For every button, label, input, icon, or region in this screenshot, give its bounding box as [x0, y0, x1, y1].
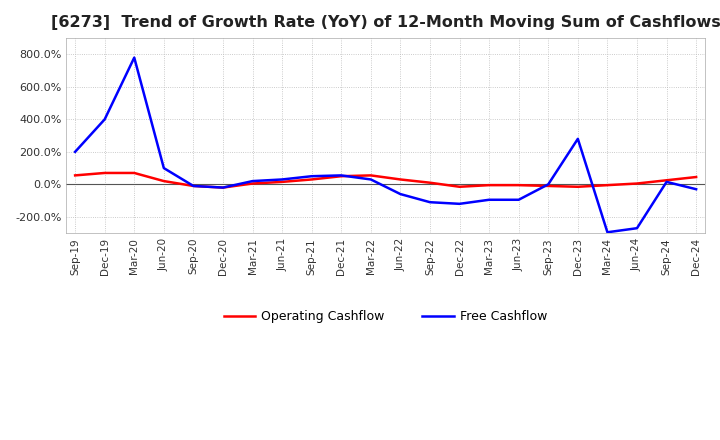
Operating Cashflow	[426, 180, 434, 185]
Free Cashflow	[100, 117, 109, 122]
Operating Cashflow	[455, 184, 464, 189]
Title: [6273]  Trend of Growth Rate (YoY) of 12-Month Moving Sum of Cashflows: [6273] Trend of Growth Rate (YoY) of 12-…	[50, 15, 720, 30]
Free Cashflow	[514, 197, 523, 202]
Free Cashflow	[189, 183, 198, 189]
Line: Operating Cashflow: Operating Cashflow	[75, 173, 696, 187]
Operating Cashflow	[514, 183, 523, 188]
Free Cashflow	[485, 197, 493, 202]
Free Cashflow	[692, 187, 701, 192]
Free Cashflow	[603, 230, 612, 235]
Operating Cashflow	[307, 177, 316, 182]
Free Cashflow	[307, 173, 316, 179]
Free Cashflow	[426, 200, 434, 205]
Operating Cashflow	[396, 177, 405, 182]
Operating Cashflow	[278, 179, 287, 184]
Operating Cashflow	[337, 173, 346, 179]
Operating Cashflow	[485, 183, 493, 188]
Free Cashflow	[71, 149, 79, 154]
Operating Cashflow	[189, 183, 198, 189]
Free Cashflow	[366, 177, 375, 182]
Free Cashflow	[662, 179, 671, 184]
Free Cashflow	[278, 177, 287, 182]
Free Cashflow	[337, 173, 346, 178]
Free Cashflow	[633, 226, 642, 231]
Free Cashflow	[130, 55, 138, 60]
Free Cashflow	[160, 165, 168, 171]
Operating Cashflow	[100, 170, 109, 176]
Free Cashflow	[455, 201, 464, 206]
Free Cashflow	[248, 179, 257, 184]
Operating Cashflow	[160, 179, 168, 184]
Operating Cashflow	[248, 181, 257, 186]
Operating Cashflow	[219, 185, 228, 190]
Free Cashflow	[396, 191, 405, 197]
Operating Cashflow	[71, 173, 79, 178]
Free Cashflow	[574, 136, 582, 142]
Operating Cashflow	[544, 183, 552, 189]
Legend: Operating Cashflow, Free Cashflow: Operating Cashflow, Free Cashflow	[219, 305, 552, 328]
Operating Cashflow	[692, 174, 701, 180]
Operating Cashflow	[633, 181, 642, 186]
Free Cashflow	[219, 185, 228, 190]
Operating Cashflow	[366, 173, 375, 178]
Operating Cashflow	[603, 183, 612, 188]
Operating Cashflow	[130, 170, 138, 176]
Line: Free Cashflow: Free Cashflow	[75, 58, 696, 232]
Free Cashflow	[544, 182, 552, 187]
Operating Cashflow	[574, 184, 582, 189]
Operating Cashflow	[662, 178, 671, 183]
